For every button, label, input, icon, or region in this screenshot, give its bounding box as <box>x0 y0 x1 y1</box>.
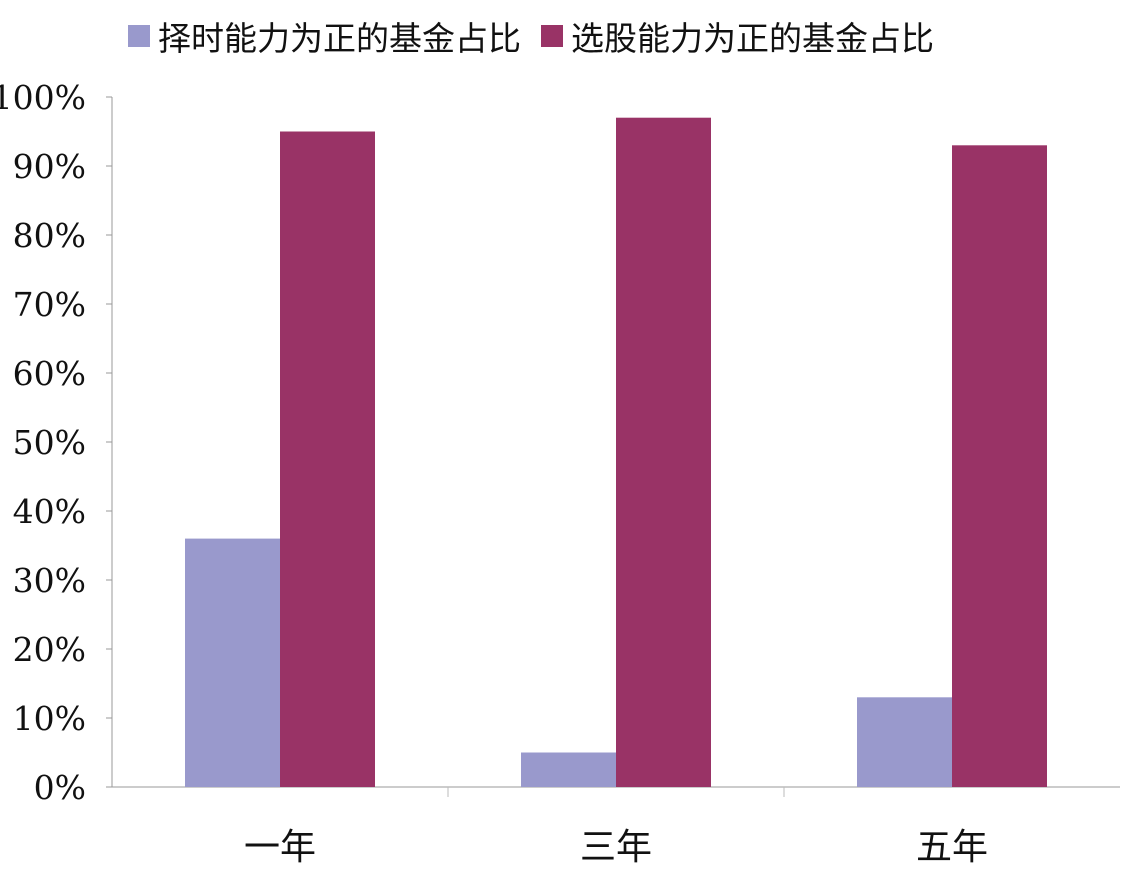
bar-stock-selection <box>616 117 711 787</box>
legend-swatch-stock-selection <box>541 25 563 47</box>
bar-stock-selection <box>952 145 1047 788</box>
y-tick-label: 10% <box>13 699 86 738</box>
y-tick-label: 60% <box>13 354 86 393</box>
legend-label-timing: 择时能力为正的基金占比 <box>158 19 521 58</box>
legend-swatch-timing <box>128 25 150 47</box>
y-tick-label: 80% <box>13 216 86 255</box>
bar-timing <box>185 538 280 787</box>
y-tick-label: 50% <box>13 423 86 462</box>
y-tick-label: 0% <box>34 768 86 807</box>
y-tick-label: 70% <box>13 285 86 324</box>
bar-timing <box>521 752 616 787</box>
y-tick-label: 20% <box>13 630 86 669</box>
y-tick-label: 100% <box>0 78 86 117</box>
y-tick-label: 90% <box>13 147 86 186</box>
y-tick-label: 30% <box>13 561 86 600</box>
legend: 择时能力为正的基金占比 选股能力为正的基金占比 <box>128 12 934 60</box>
x-category-label: 一年 <box>244 827 316 868</box>
y-tick-label: 40% <box>13 492 86 531</box>
bar-timing <box>857 697 952 787</box>
x-category-label: 五年 <box>916 827 988 868</box>
x-category-label: 三年 <box>580 827 652 868</box>
legend-label-stock-selection: 选股能力为正的基金占比 <box>571 19 934 58</box>
bar-stock-selection <box>280 131 375 787</box>
legend-item-stock-selection: 选股能力为正的基金占比 <box>541 12 934 60</box>
legend-item-timing: 择时能力为正的基金占比 <box>128 12 521 60</box>
